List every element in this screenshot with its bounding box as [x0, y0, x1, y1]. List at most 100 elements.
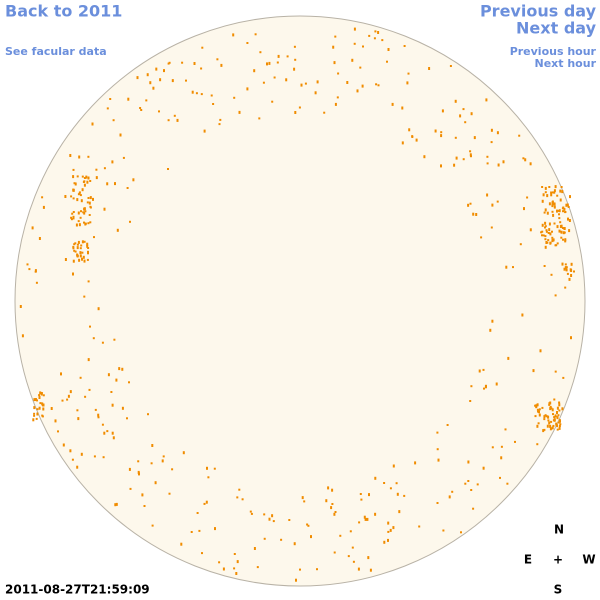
facula [562, 206, 565, 209]
facula [74, 182, 77, 186]
facula [73, 249, 76, 252]
facula [40, 393, 43, 396]
facula [543, 418, 546, 421]
facula [556, 416, 559, 420]
facula [490, 128, 493, 132]
facula [387, 48, 390, 51]
facula [543, 265, 546, 267]
facula [529, 228, 532, 232]
facula [389, 528, 392, 532]
facula [216, 58, 219, 61]
facula [554, 185, 557, 189]
facula [89, 205, 92, 208]
facula [233, 96, 236, 99]
facula [84, 210, 87, 213]
facula [206, 466, 208, 470]
solar-disk [14, 15, 586, 587]
facula [561, 190, 564, 194]
facula [39, 402, 42, 405]
facula [367, 556, 370, 560]
facula [491, 203, 494, 207]
facula [97, 416, 100, 419]
facula [314, 91, 317, 95]
next-hour-link[interactable]: Next hour [535, 57, 597, 70]
facula [544, 191, 547, 194]
facula [547, 419, 550, 422]
facula [550, 407, 553, 410]
facula [294, 111, 297, 114]
back-link[interactable]: Back to 2011 [5, 2, 122, 21]
facula [81, 188, 84, 192]
facula [547, 232, 550, 234]
facula [364, 517, 367, 521]
facula [74, 250, 77, 253]
facula [167, 119, 170, 122]
facula [101, 341, 104, 344]
compass-center: + [553, 553, 563, 567]
next-day-link[interactable]: Next day [516, 19, 597, 38]
facula [418, 525, 421, 528]
facula [567, 217, 569, 221]
facula [151, 444, 154, 447]
facula [84, 395, 87, 398]
facula [41, 196, 44, 199]
facula [271, 514, 274, 518]
facula [564, 263, 567, 266]
facula [556, 406, 559, 410]
facula [171, 468, 174, 471]
facula [80, 210, 82, 213]
facula [454, 136, 457, 139]
facula [507, 356, 510, 360]
facula [72, 272, 74, 276]
previous-hour-link[interactable]: Previous hour [510, 45, 597, 58]
facula [78, 155, 81, 159]
facula [544, 225, 547, 228]
facula [163, 69, 165, 73]
facula [83, 207, 86, 211]
facula [246, 42, 249, 44]
facula [550, 273, 553, 276]
facula [564, 266, 567, 270]
facula [549, 232, 552, 236]
facula [81, 240, 84, 244]
facula [325, 499, 328, 503]
facula [126, 417, 128, 420]
facula [300, 83, 303, 87]
facula [440, 164, 442, 168]
facula [42, 407, 45, 411]
facula [137, 460, 140, 463]
previous-day-link[interactable]: Previous day [480, 2, 597, 21]
facula [558, 425, 561, 427]
facula [162, 455, 165, 458]
facula [95, 168, 98, 171]
facula [469, 153, 472, 157]
facula [541, 406, 544, 409]
facula [103, 207, 106, 211]
facula [551, 236, 554, 239]
facula [551, 408, 554, 412]
facula [28, 268, 31, 271]
facula [561, 227, 564, 229]
facula [115, 502, 118, 506]
facula [551, 200, 554, 203]
facula [128, 467, 131, 471]
facula [111, 431, 114, 435]
facula [203, 129, 206, 133]
facula [353, 27, 356, 31]
facula [79, 194, 82, 197]
facula [573, 270, 575, 273]
facula [103, 431, 106, 435]
facula [147, 413, 149, 416]
facula [145, 99, 148, 102]
facula [558, 213, 560, 216]
facula [258, 117, 261, 120]
facula [92, 197, 94, 201]
facula [200, 93, 203, 96]
facula [210, 94, 213, 97]
facula [387, 521, 390, 525]
facula [553, 205, 556, 209]
facula [253, 547, 256, 550]
facula [87, 155, 90, 158]
facular-data-link[interactable]: See facular data [5, 45, 107, 58]
